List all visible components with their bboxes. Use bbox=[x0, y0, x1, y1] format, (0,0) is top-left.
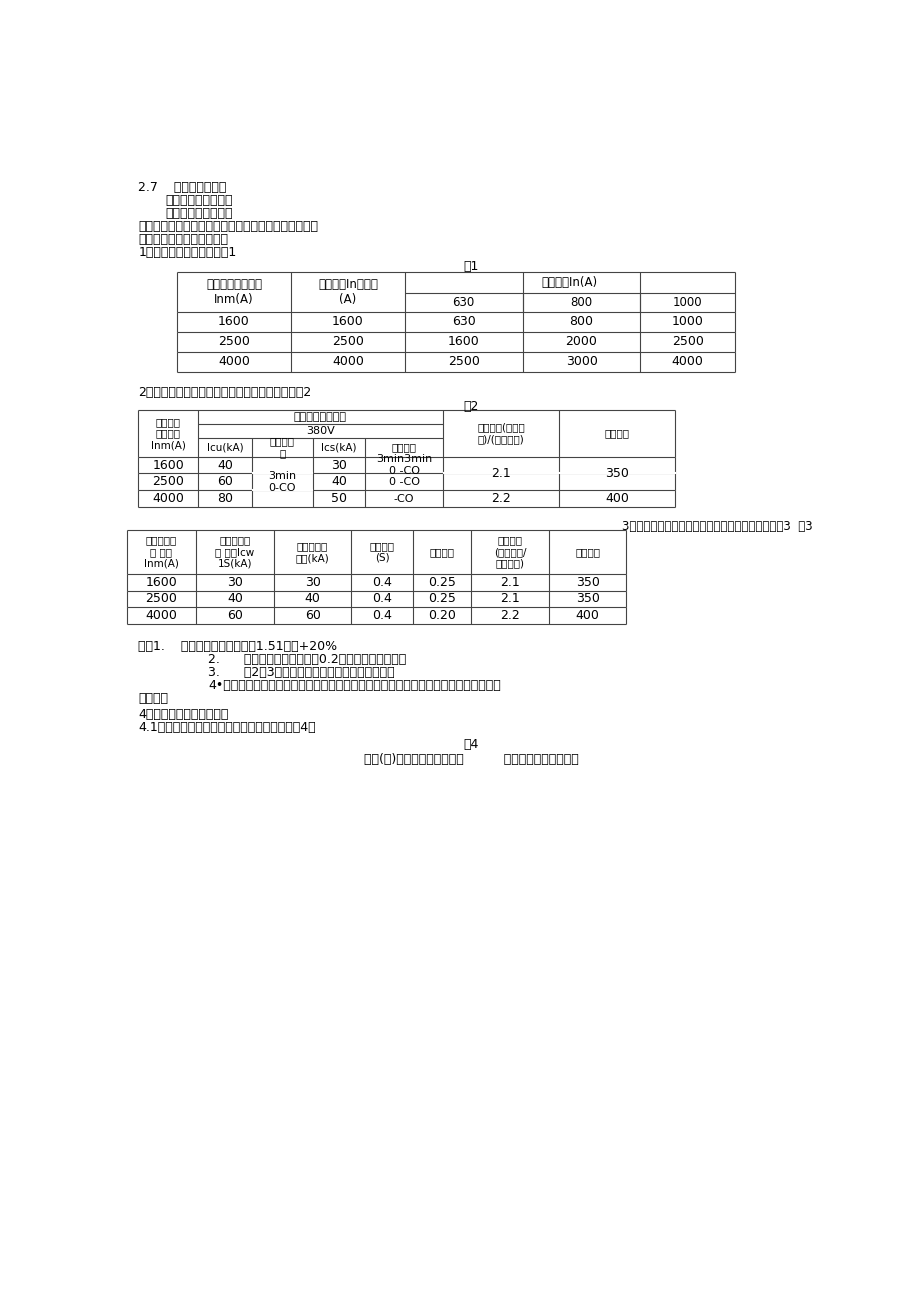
Text: 2.7    欠电压脱扣器分: 2.7 欠电压脱扣器分 bbox=[138, 181, 226, 194]
Text: 型号(左)选择型过电流脱扣器          非选择型过电流脱扣器: 型号(左)选择型过电流脱扣器 非选择型过电流脱扣器 bbox=[364, 753, 578, 766]
Text: 壳架等级额
定 电流
Inm(A): 壳架等级额 定 电流 Inm(A) bbox=[144, 535, 178, 569]
Text: 4000: 4000 bbox=[671, 355, 703, 368]
Text: 2500: 2500 bbox=[218, 336, 250, 349]
Text: 试验程序
序: 试验程序 序 bbox=[269, 436, 295, 458]
Text: 0.4: 0.4 bbox=[372, 609, 391, 622]
Text: 额定电流In(A): 额定电流In(A) bbox=[541, 276, 597, 289]
Text: 40: 40 bbox=[331, 475, 346, 488]
Text: 0.20: 0.20 bbox=[428, 609, 456, 622]
Text: 2.2: 2.2 bbox=[491, 492, 510, 505]
Text: 40: 40 bbox=[227, 592, 243, 605]
Text: 注：除非特殊要求在电子式脱扣器上已兼有延时功能。: 注：除非特殊要求在电子式脱扣器上已兼有延时功能。 bbox=[138, 220, 318, 233]
Text: 3min
0-CO: 3min 0-CO bbox=[268, 471, 296, 492]
Text: 2.1: 2.1 bbox=[500, 592, 519, 605]
Text: 80: 80 bbox=[217, 492, 233, 505]
Text: 额定短路(接通能
力)/(分断能力): 额定短路(接通能 力)/(分断能力) bbox=[477, 423, 524, 444]
Text: 飞弧距离: 飞弧距离 bbox=[604, 428, 629, 439]
Text: 4000: 4000 bbox=[145, 609, 177, 622]
Text: 四、主要参数及技术性能：: 四、主要参数及技术性能： bbox=[138, 233, 228, 246]
Text: 飞弧距离: 飞弧距离 bbox=[574, 547, 599, 557]
Text: 60: 60 bbox=[217, 475, 233, 488]
Text: 4000: 4000 bbox=[332, 355, 363, 368]
Text: 2500: 2500 bbox=[671, 336, 703, 349]
Text: 2.2: 2.2 bbox=[500, 609, 519, 622]
Text: 50: 50 bbox=[331, 492, 346, 505]
Text: 壳架等级额定电流
Inm(A): 壳架等级额定电流 Inm(A) bbox=[206, 277, 262, 306]
Text: 1600: 1600 bbox=[448, 336, 479, 349]
Text: 3、断路器额定短时耐受电流太短延时分断能力见表3  表3: 3、断路器额定短时耐受电流太短延时分断能力见表3 表3 bbox=[621, 519, 811, 533]
Text: 0 -CO: 0 -CO bbox=[388, 477, 419, 487]
Text: 2.1: 2.1 bbox=[491, 467, 510, 480]
Text: 1000: 1000 bbox=[672, 296, 702, 309]
Text: 4、过电流脱扣器保护特性: 4、过电流脱扣器保护特性 bbox=[138, 707, 229, 720]
Text: 表4: 表4 bbox=[463, 738, 479, 750]
Text: 额定短时耐
受 电流Icw
1S(kA): 额定短时耐 受 电流Icw 1S(kA) bbox=[215, 535, 255, 569]
Text: 2500: 2500 bbox=[448, 355, 479, 368]
Text: 350: 350 bbox=[605, 467, 629, 480]
Text: 4000: 4000 bbox=[152, 492, 184, 505]
Text: 1600: 1600 bbox=[152, 458, 184, 471]
Text: 630: 630 bbox=[451, 315, 475, 328]
Text: 2500: 2500 bbox=[152, 475, 184, 488]
Text: 额定短路
(接通能力/
分断能力): 额定短路 (接通能力/ 分断能力) bbox=[494, 535, 526, 569]
Text: 30: 30 bbox=[304, 575, 320, 589]
Text: 2500: 2500 bbox=[332, 336, 363, 349]
Text: 1、断路器的额定电流见表1: 1、断路器的额定电流见表1 bbox=[138, 246, 236, 259]
Text: 1600: 1600 bbox=[145, 575, 177, 589]
Text: 功率因数: 功率因数 bbox=[429, 547, 454, 557]
Text: 路电流。: 路电流。 bbox=[138, 693, 168, 706]
Text: 2.1: 2.1 bbox=[500, 575, 519, 589]
Text: 试验程序: 试验程序 bbox=[391, 443, 416, 452]
Text: 延时时间
(S): 延时时间 (S) bbox=[369, 542, 394, 562]
Text: 2.      短延时的时间如用户需0.2时请在订货时说明。: 2. 短延时的时间如用户需0.2时请在订货时说明。 bbox=[208, 652, 406, 665]
Text: 短延时分断
能力(kA): 短延时分断 能力(kA) bbox=[295, 542, 329, 562]
Text: 4.1过电流脱扣器动作电流整定值调节范围见表4。: 4.1过电流脱扣器动作电流整定值调节范围见表4。 bbox=[138, 720, 315, 733]
Text: 350: 350 bbox=[575, 575, 599, 589]
Text: 630: 630 bbox=[452, 296, 474, 309]
Text: Icu(kA): Icu(kA) bbox=[207, 443, 244, 452]
Text: 3.      表2表3的所列数据均适用于上下进线方式。: 3. 表2表3的所列数据均适用于上下进线方式。 bbox=[208, 667, 394, 678]
Text: 60: 60 bbox=[304, 609, 320, 622]
Text: 2500: 2500 bbox=[145, 592, 177, 605]
Text: 欠电压瞬时脱扣器；: 欠电压瞬时脱扣器； bbox=[165, 194, 233, 207]
Text: 注：1.    短延时时间的准确度在1.51时为+20%: 注：1. 短延时时间的准确度在1.51时为+20% bbox=[138, 639, 337, 652]
Text: 额定短路分断能力: 额定短路分断能力 bbox=[293, 413, 346, 422]
Text: 1600: 1600 bbox=[332, 315, 363, 328]
Text: Ics(kA): Ics(kA) bbox=[321, 443, 357, 452]
Text: 0.25: 0.25 bbox=[428, 575, 456, 589]
Text: 0.4: 0.4 bbox=[372, 575, 391, 589]
Text: 0.4: 0.4 bbox=[372, 592, 391, 605]
Text: 4•断路器在遇到额定短路通断能力后，仍可在正常条件下继续使用，但不要求再分断短: 4•断路器在遇到额定短路通断能力后，仍可在正常条件下继续使用，但不要求再分断短 bbox=[208, 680, 500, 693]
Text: 1600: 1600 bbox=[218, 315, 250, 328]
Text: 350: 350 bbox=[575, 592, 599, 605]
Text: 30: 30 bbox=[331, 458, 346, 471]
Text: 壳架等级
额定电流
Inm(A): 壳架等级 额定电流 Inm(A) bbox=[151, 417, 186, 450]
Text: 30: 30 bbox=[227, 575, 243, 589]
Text: 1000: 1000 bbox=[671, 315, 703, 328]
Text: 40: 40 bbox=[217, 458, 233, 471]
Text: -CO: -CO bbox=[393, 493, 414, 504]
Text: 3min3min
0 -CO: 3min3min 0 -CO bbox=[376, 454, 432, 475]
Text: 40: 40 bbox=[304, 592, 320, 605]
Text: 欠电压延时脱扣器；: 欠电压延时脱扣器； bbox=[165, 207, 233, 220]
Text: 800: 800 bbox=[570, 296, 592, 309]
Text: 60: 60 bbox=[227, 609, 243, 622]
Text: 800: 800 bbox=[569, 315, 593, 328]
Text: 400: 400 bbox=[605, 492, 629, 505]
Text: 400: 400 bbox=[575, 609, 599, 622]
Text: 额定电流In最大值
(A): 额定电流In最大值 (A) bbox=[318, 277, 378, 306]
Text: 表1: 表1 bbox=[463, 260, 479, 273]
Text: 2、断路器的瞬时接通和分断能力及飞弧距离见表2: 2、断路器的瞬时接通和分断能力及飞弧距离见表2 bbox=[138, 385, 312, 398]
Text: 2000: 2000 bbox=[565, 336, 596, 349]
Text: 4000: 4000 bbox=[218, 355, 250, 368]
Text: 0.25: 0.25 bbox=[428, 592, 456, 605]
Text: 表2: 表2 bbox=[463, 400, 479, 413]
Text: 3000: 3000 bbox=[565, 355, 596, 368]
Text: 380V: 380V bbox=[306, 426, 335, 436]
